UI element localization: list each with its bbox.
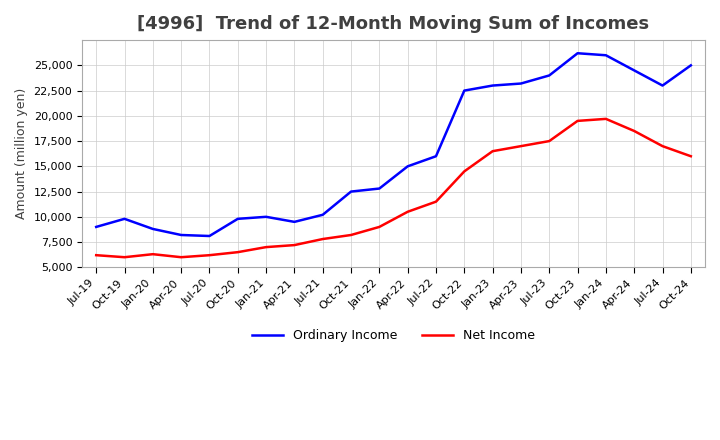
- Net Income: [233, 249, 242, 255]
- Ordinary Income: [233, 216, 242, 221]
- Line: Ordinary Income: Ordinary Income: [96, 53, 691, 236]
- Ordinary Income: [205, 233, 214, 238]
- Net Income: [318, 236, 327, 242]
- Net Income: [602, 116, 611, 121]
- Net Income: [262, 245, 271, 250]
- Ordinary Income: [460, 88, 469, 93]
- Net Income: [290, 242, 299, 248]
- Ordinary Income: [630, 68, 639, 73]
- Net Income: [120, 255, 129, 260]
- Net Income: [148, 252, 157, 257]
- Ordinary Income: [403, 164, 412, 169]
- Net Income: [432, 199, 441, 204]
- Y-axis label: Amount (million yen): Amount (million yen): [15, 88, 28, 219]
- Ordinary Income: [148, 226, 157, 231]
- Net Income: [488, 149, 497, 154]
- Ordinary Income: [375, 186, 384, 191]
- Net Income: [177, 255, 186, 260]
- Legend: Ordinary Income, Net Income: Ordinary Income, Net Income: [246, 324, 541, 348]
- Ordinary Income: [545, 73, 554, 78]
- Ordinary Income: [488, 83, 497, 88]
- Ordinary Income: [177, 232, 186, 238]
- Title: [4996]  Trend of 12-Month Moving Sum of Incomes: [4996] Trend of 12-Month Moving Sum of I…: [138, 15, 649, 33]
- Ordinary Income: [687, 63, 696, 68]
- Line: Net Income: Net Income: [96, 119, 691, 257]
- Net Income: [545, 139, 554, 144]
- Ordinary Income: [318, 212, 327, 217]
- Ordinary Income: [120, 216, 129, 221]
- Ordinary Income: [432, 154, 441, 159]
- Net Income: [630, 128, 639, 134]
- Ordinary Income: [517, 81, 526, 86]
- Net Income: [375, 224, 384, 230]
- Net Income: [205, 253, 214, 258]
- Ordinary Income: [573, 51, 582, 56]
- Net Income: [687, 154, 696, 159]
- Net Income: [92, 253, 101, 258]
- Net Income: [573, 118, 582, 124]
- Net Income: [460, 169, 469, 174]
- Net Income: [517, 143, 526, 149]
- Net Income: [658, 143, 667, 149]
- Net Income: [347, 232, 356, 238]
- Ordinary Income: [290, 219, 299, 224]
- Ordinary Income: [658, 83, 667, 88]
- Ordinary Income: [347, 189, 356, 194]
- Ordinary Income: [602, 53, 611, 58]
- Net Income: [403, 209, 412, 214]
- Ordinary Income: [262, 214, 271, 220]
- Ordinary Income: [92, 224, 101, 230]
